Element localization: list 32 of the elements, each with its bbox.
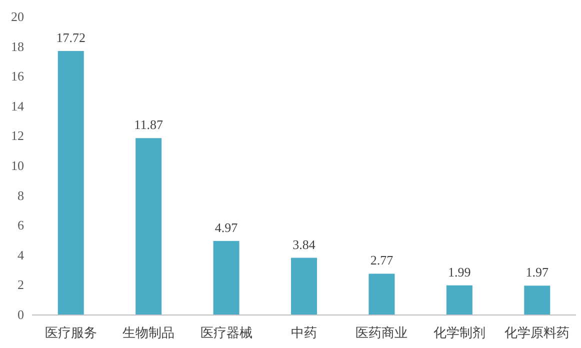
bar — [213, 240, 240, 315]
bar — [368, 274, 395, 315]
data-label: 1.99 — [448, 264, 471, 280]
x-tick-label: 化学制剂 — [433, 325, 486, 341]
x-tick-label: 生物制品 — [122, 326, 175, 341]
bar — [446, 285, 472, 315]
y-tick-label: 16 — [11, 68, 24, 84]
y-tick-label: 10 — [11, 158, 24, 173]
data-label: 11.87 — [134, 117, 164, 132]
y-tick-label: 6 — [18, 218, 24, 233]
data-label: 4.97 — [214, 220, 238, 235]
x-tick-label: 医药商业 — [356, 326, 408, 341]
data-label: 2.77 — [370, 252, 394, 268]
data-label: 17.72 — [56, 30, 86, 45]
x-tick-label: 医疗器械 — [200, 326, 252, 341]
y-tick-label: 18 — [11, 38, 24, 54]
bar — [136, 138, 162, 315]
x-tick-label: 化学原料药 — [504, 326, 570, 341]
data-label: 3.84 — [292, 236, 316, 252]
y-tick-label: 20 — [11, 9, 24, 24]
y-tick-label: 2 — [18, 277, 24, 292]
bar — [524, 286, 550, 315]
x-tick-label: 医疗服务 — [44, 326, 97, 341]
y-tick-label: 8 — [18, 188, 24, 203]
y-tick-label: 4 — [18, 247, 24, 262]
y-tick-label: 0 — [18, 307, 24, 322]
data-label: 1.97 — [526, 264, 550, 280]
y-tick-label: 12 — [11, 128, 24, 144]
x-tick-label: 中药 — [291, 326, 317, 341]
bar — [291, 258, 317, 315]
bar — [58, 50, 84, 315]
y-tick-label: 14 — [11, 98, 24, 114]
